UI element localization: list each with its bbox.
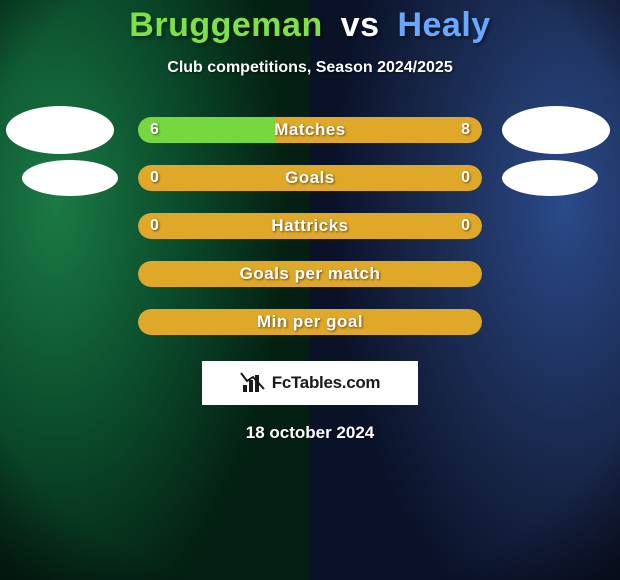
comparison-title: Bruggeman vs Healy	[0, 6, 620, 45]
stat-bar: Min per goal	[138, 309, 482, 335]
stat-row: 00Goals	[0, 165, 620, 191]
stat-label: Min per goal	[138, 312, 482, 332]
stat-label: Goals per match	[138, 264, 482, 284]
stat-row: 68Matches	[0, 117, 620, 143]
stat-label: Matches	[138, 120, 482, 140]
player2-badge	[502, 106, 610, 154]
player1-name: Bruggeman	[129, 6, 322, 44]
logo-text: FcTables.com	[272, 373, 381, 393]
stat-bar: 68Matches	[138, 117, 482, 143]
vs-text: vs	[341, 6, 380, 44]
stat-bar: 00Hattricks	[138, 213, 482, 239]
player1-badge	[6, 106, 114, 154]
player1-badge	[22, 160, 118, 196]
stat-row: Goals per match	[0, 261, 620, 287]
player2-name: Healy	[397, 6, 490, 44]
stat-bar: 00Goals	[138, 165, 482, 191]
player2-badge	[502, 160, 598, 196]
stat-row: 00Hattricks	[0, 213, 620, 239]
stat-label: Hattricks	[138, 216, 482, 236]
stat-rows: 68Matches 00Goals 00Hattricks Goals per mat…	[0, 117, 620, 335]
stat-row: Min per goal	[0, 309, 620, 335]
barchart-icon	[240, 371, 268, 395]
logo-box: FcTables.com	[202, 361, 418, 405]
subtitle: Club competitions, Season 2024/2025	[0, 59, 620, 77]
stat-bar: Goals per match	[138, 261, 482, 287]
stat-label: Goals	[138, 168, 482, 188]
date-text: 18 october 2024	[0, 423, 620, 443]
